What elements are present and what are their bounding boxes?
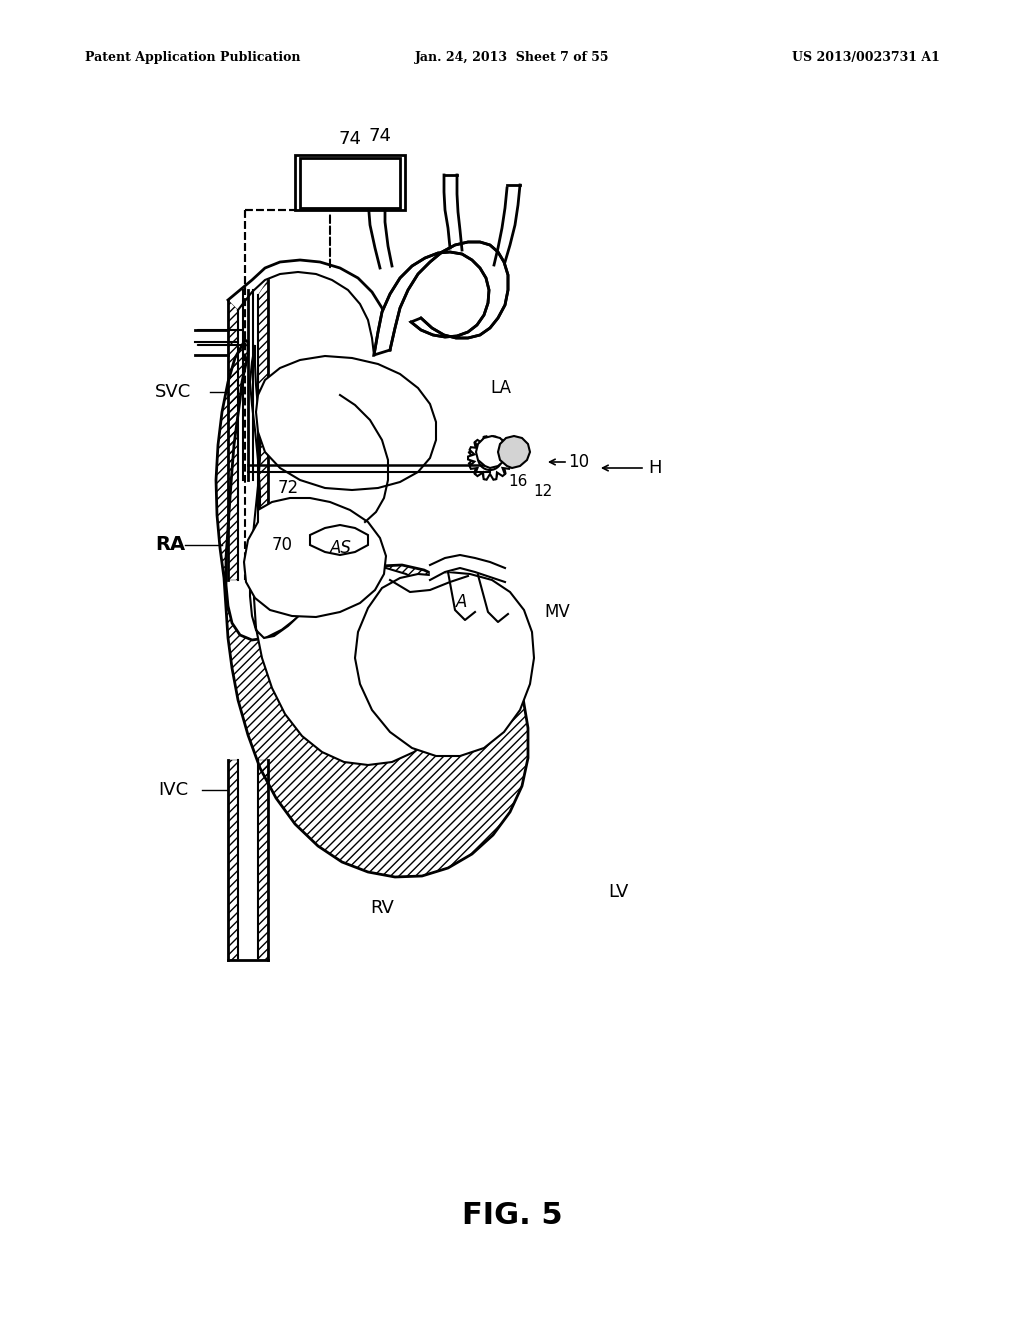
Text: RV: RV <box>370 899 394 917</box>
Polygon shape <box>256 356 436 490</box>
Text: FIG. 5: FIG. 5 <box>462 1200 562 1229</box>
Text: 74: 74 <box>339 129 361 148</box>
Polygon shape <box>498 436 530 469</box>
Text: Jan. 24, 2013  Sheet 7 of 55: Jan. 24, 2013 Sheet 7 of 55 <box>415 51 609 65</box>
Polygon shape <box>310 525 368 554</box>
Text: A: A <box>456 593 467 611</box>
Text: 74: 74 <box>368 127 391 145</box>
Text: AS: AS <box>330 539 352 557</box>
Polygon shape <box>216 341 528 876</box>
Text: SVC: SVC <box>155 383 191 401</box>
Polygon shape <box>374 242 508 355</box>
Polygon shape <box>244 498 386 616</box>
Text: 16: 16 <box>508 474 527 490</box>
Text: LV: LV <box>608 883 629 902</box>
Polygon shape <box>355 572 534 756</box>
Text: H: H <box>648 459 662 477</box>
Text: 70: 70 <box>272 536 293 554</box>
Polygon shape <box>250 345 466 766</box>
Text: 12: 12 <box>534 484 552 499</box>
Text: 72: 72 <box>278 479 299 498</box>
Bar <box>300 158 400 209</box>
Polygon shape <box>468 437 512 479</box>
Text: RA: RA <box>155 536 185 554</box>
Text: MV: MV <box>544 603 569 620</box>
Text: 10: 10 <box>568 453 589 471</box>
Text: Patent Application Publication: Patent Application Publication <box>85 51 300 65</box>
Polygon shape <box>476 436 508 469</box>
Bar <box>295 154 406 210</box>
Text: US 2013/0023731 A1: US 2013/0023731 A1 <box>793 51 940 65</box>
Text: LA: LA <box>490 379 511 397</box>
Text: IVC: IVC <box>158 781 188 799</box>
